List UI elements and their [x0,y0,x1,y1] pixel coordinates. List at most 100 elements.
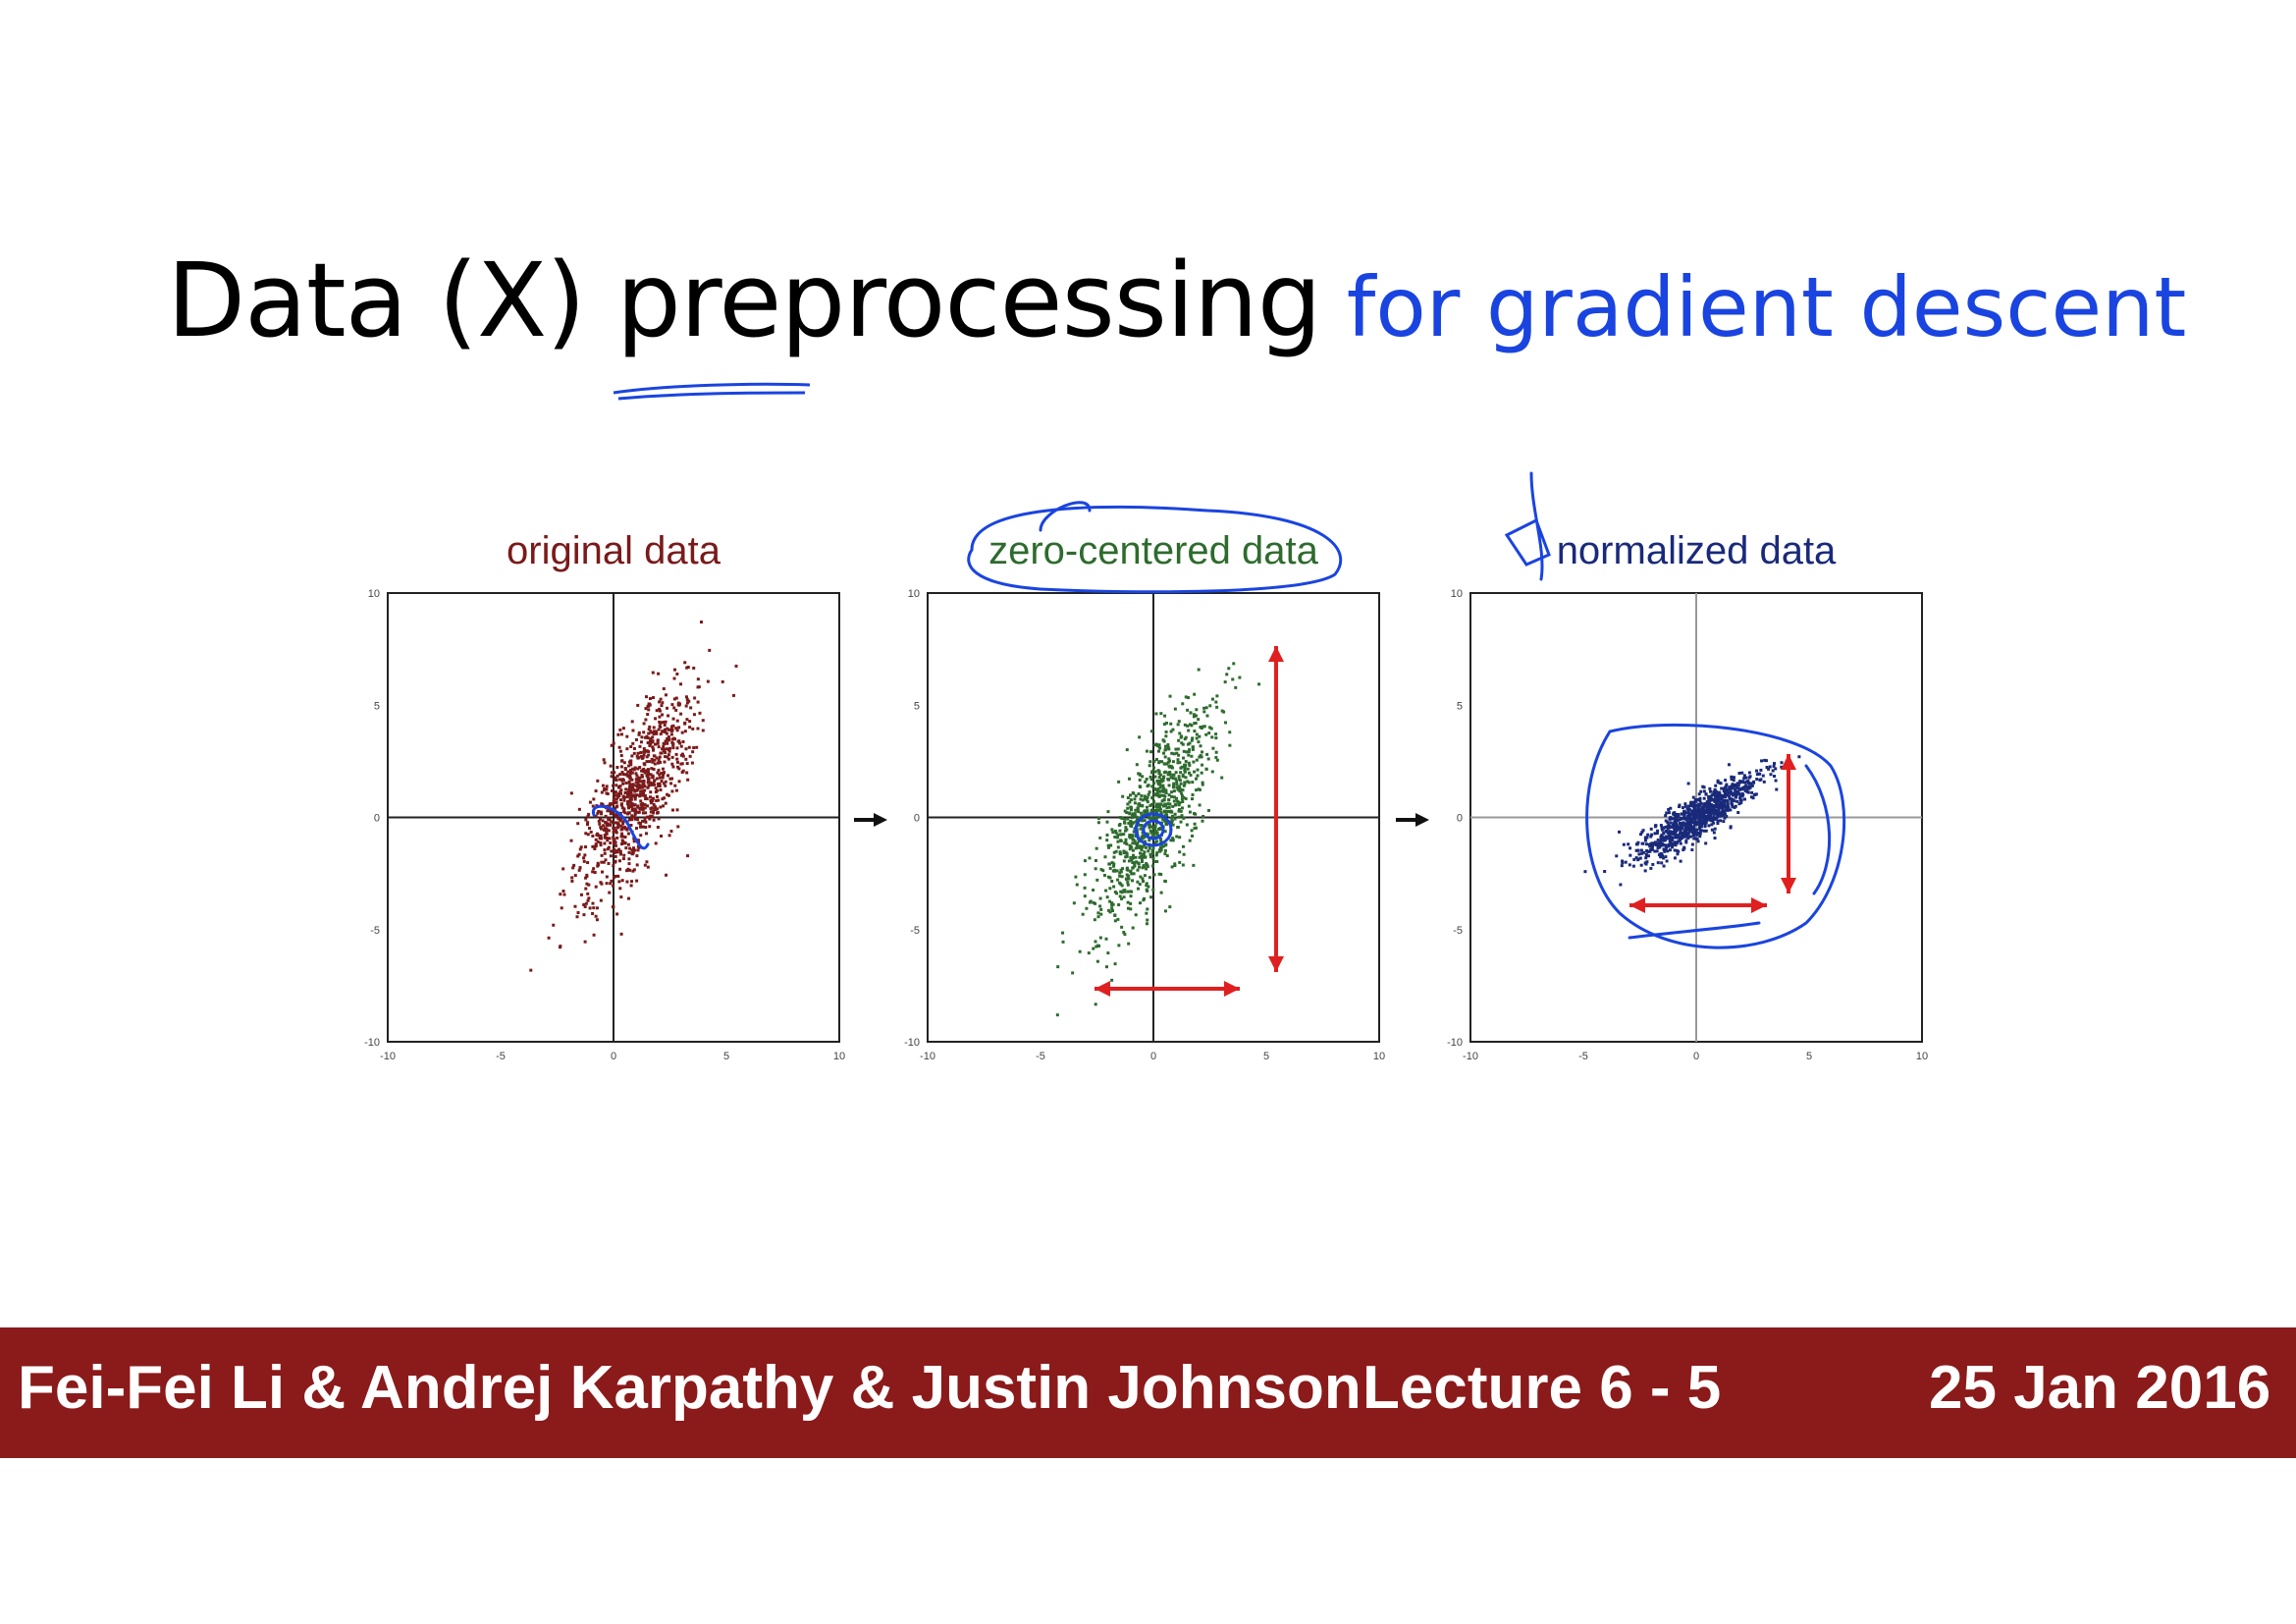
data-point [1139,785,1143,789]
data-point [1192,812,1196,816]
data-point [631,729,635,732]
data-point [1165,762,1169,766]
data-point [1180,791,1184,795]
data-point [600,790,604,794]
data-point [1134,808,1138,812]
data-point [1140,846,1144,850]
data-point [1683,802,1687,806]
data-point [658,782,662,785]
data-point [619,802,623,806]
data-point [603,761,607,765]
data-point [1747,786,1751,790]
data-point [1693,832,1697,836]
data-point [1624,860,1628,864]
data-point [610,771,614,775]
data-point [1114,831,1118,835]
data-point [586,892,590,895]
data-point [602,758,606,762]
data-point [571,866,575,870]
data-point [1125,854,1129,858]
data-point [1718,798,1722,802]
data-point [609,841,613,845]
data-point [625,734,629,738]
data-point [635,793,639,797]
data-point [1195,736,1199,740]
data-point [614,821,618,825]
data-point [649,773,653,777]
data-point [1129,821,1133,825]
data-point [625,791,629,795]
data-point [642,731,646,734]
data-point [603,848,607,852]
data-point [643,863,647,867]
data-point [1698,822,1702,826]
data-point [1201,783,1204,786]
data-point [1747,771,1751,775]
data-point [1662,826,1666,830]
data-point [1679,830,1682,834]
flow-arrow-head [1415,813,1429,827]
data-point [1154,853,1158,857]
data-point [1113,829,1117,833]
data-point [1700,820,1704,824]
data-point [668,777,672,781]
data-point [639,834,643,838]
data-point [1615,854,1619,858]
data-point [693,696,697,700]
panel-title: normalized data [1557,529,1837,572]
data-point [629,805,633,809]
data-point [647,773,651,777]
data-point [1139,811,1143,815]
data-point [644,707,648,711]
data-point [1188,748,1192,752]
data-point [644,796,648,800]
data-point [1671,832,1675,836]
data-point [649,736,653,740]
data-point [615,774,619,778]
data-point [1691,800,1695,804]
flow-arrow-head [874,813,887,827]
data-point [642,762,646,766]
data-point [1197,718,1201,722]
data-point [1682,845,1686,849]
data-point [619,895,623,899]
data-point [1680,827,1683,831]
data-point [1662,856,1666,860]
data-point [1156,749,1160,753]
x-tick-label: 0 [1693,1051,1699,1062]
data-point [598,822,602,826]
data-point [1187,753,1191,757]
data-point [1147,833,1150,837]
y-tick-label: 10 [908,588,920,600]
data-point [1148,823,1151,827]
data-point [630,778,634,782]
data-point [1146,865,1149,869]
data-point [1687,830,1691,834]
data-point [1673,831,1677,835]
data-point [643,788,647,792]
data-point [1666,821,1670,825]
data-point [1174,747,1178,751]
data-point [1727,763,1731,767]
data-point [1720,801,1724,805]
data-point [1150,803,1154,807]
data-point [687,699,691,703]
data-point [620,759,624,763]
data-point [591,870,595,874]
data-point [664,755,667,759]
data-point [1128,800,1132,804]
data-point [657,768,661,772]
data-point [604,858,608,862]
data-point [1075,883,1079,887]
circle-zero-centered-tail [1039,501,1092,532]
data-point [1768,765,1772,769]
data-point [1170,751,1174,755]
data-point [650,757,654,761]
data-point [609,809,613,813]
data-point [1136,806,1140,810]
data-point [1092,888,1095,892]
data-point [1759,768,1763,772]
data-point [578,866,582,870]
data-point [1126,874,1130,878]
data-point [572,863,576,867]
